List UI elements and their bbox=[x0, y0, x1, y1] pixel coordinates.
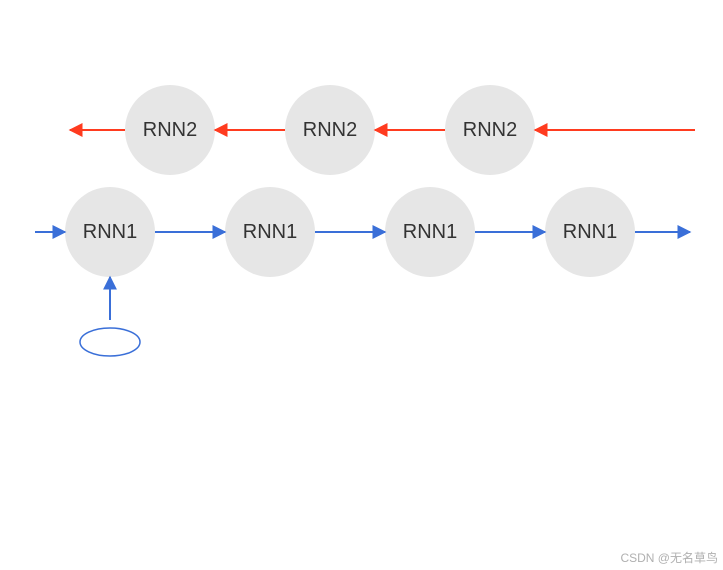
rnn1-label: RNN1 bbox=[83, 221, 137, 243]
rnn2-label: RNN2 bbox=[143, 119, 197, 141]
input-ellipse-blue bbox=[80, 328, 140, 356]
rnn1-label: RNN1 bbox=[403, 221, 457, 243]
rnn1-label: RNN1 bbox=[563, 221, 617, 243]
diagram-canvas: RNN1 RNN1 RNN1 RNN1 RNN2 RNN2 RNN2 CSDN @无名草鸟 bbox=[0, 0, 723, 570]
watermark: CSDN @无名草鸟 bbox=[620, 550, 718, 565]
rnn2-label: RNN2 bbox=[463, 119, 517, 141]
rnn1-label: RNN1 bbox=[243, 221, 297, 243]
rnn2-label: RNN2 bbox=[303, 119, 357, 141]
